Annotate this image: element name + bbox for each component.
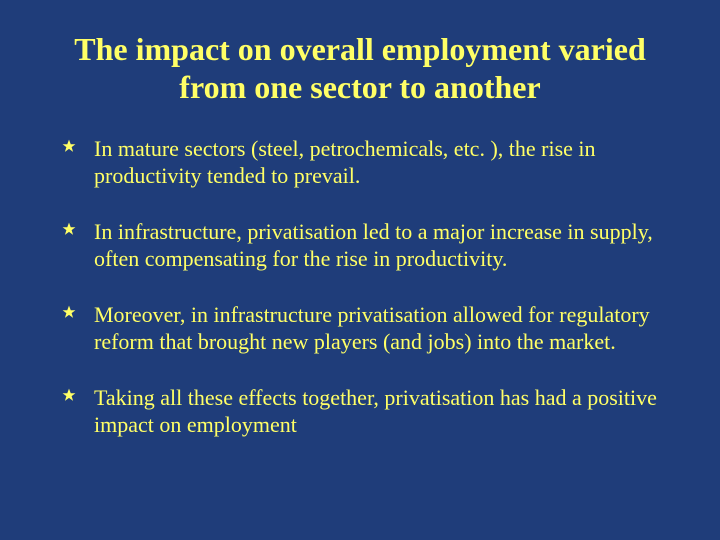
bullet-text: In mature sectors (steel, petrochemicals…: [94, 135, 670, 190]
star-icon: [62, 305, 76, 324]
slide-title: The impact on overall employment varied …: [60, 30, 660, 107]
bullet-text: In infrastructure, privatisation led to …: [94, 218, 670, 273]
star-icon: [62, 139, 76, 158]
bullet-text: Moreover, in infrastructure privatisatio…: [94, 301, 670, 356]
list-item: In mature sectors (steel, petrochemicals…: [62, 135, 670, 190]
list-item: In infrastructure, privatisation led to …: [62, 218, 670, 273]
star-icon: [62, 222, 76, 241]
list-item: Moreover, in infrastructure privatisatio…: [62, 301, 670, 356]
list-item: Taking all these effects together, priva…: [62, 384, 670, 439]
star-icon: [62, 388, 76, 407]
bullet-list: In mature sectors (steel, petrochemicals…: [50, 135, 670, 439]
slide: The impact on overall employment varied …: [0, 0, 720, 540]
bullet-text: Taking all these effects together, priva…: [94, 384, 670, 439]
